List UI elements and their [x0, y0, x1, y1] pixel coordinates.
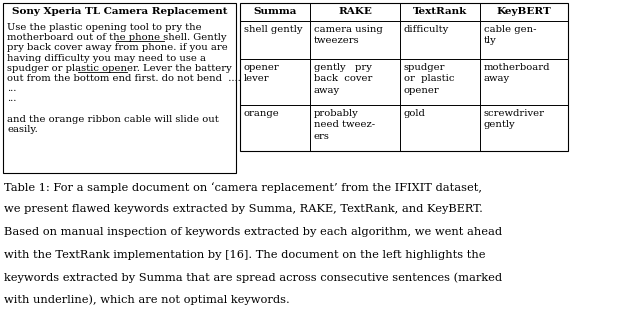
Text: gently   pry
back  cover
away: gently pry back cover away — [314, 63, 372, 95]
Text: we present flawed keywords extracted by Summa, RAKE, TextRank, and KeyBERT.: we present flawed keywords extracted by … — [4, 204, 483, 214]
Text: Use the plastic opening tool to pry the: Use the plastic opening tool to pry the — [7, 23, 202, 32]
Text: keywords extracted by Summa that are spread across consecutive sentences (marked: keywords extracted by Summa that are spr… — [4, 272, 502, 283]
Bar — [3, 3, 236, 173]
Text: with the TextRank implementation by [16]. The document on the left highlights th: with the TextRank implementation by [16]… — [4, 249, 486, 259]
Text: TextRank: TextRank — [413, 7, 467, 16]
Text: KeyBERT: KeyBERT — [497, 7, 552, 16]
Text: spudger or plastic opener. Lever the battery: spudger or plastic opener. Lever the bat… — [7, 64, 232, 73]
Text: spudger
or  plastic
opener: spudger or plastic opener — [404, 63, 454, 95]
Text: and the orange ribbon cable will slide out: and the orange ribbon cable will slide o… — [7, 115, 219, 124]
Text: camera using
tweezers: camera using tweezers — [314, 25, 383, 46]
Text: gold: gold — [404, 109, 426, 118]
Text: motherboard
away: motherboard away — [484, 63, 550, 83]
Text: with underline), which are not optimal keywords.: with underline), which are not optimal k… — [4, 295, 290, 305]
Text: screwdriver
gently: screwdriver gently — [484, 109, 545, 130]
Text: ...: ... — [7, 94, 17, 103]
Text: motherboard out of the phone shell. Gently: motherboard out of the phone shell. Gent… — [7, 33, 227, 42]
Text: ...: ... — [7, 84, 17, 93]
Text: Table 1: For a sample document on ‘camera replacement’ from the IFIXIT dataset,: Table 1: For a sample document on ‘camer… — [4, 182, 482, 193]
Text: Summa: Summa — [253, 7, 297, 16]
Text: Based on manual inspection of keywords extracted by each algorithm, we went ahea: Based on manual inspection of keywords e… — [4, 227, 502, 237]
Text: easily.: easily. — [7, 125, 38, 134]
Text: having difficulty you may need to use a: having difficulty you may need to use a — [7, 54, 206, 63]
Text: cable gen-
tly: cable gen- tly — [484, 25, 536, 46]
Text: out from the bottom end first. do not bend  ....: out from the bottom end first. do not be… — [7, 74, 241, 83]
Text: probably
need tweez-
ers: probably need tweez- ers — [314, 109, 375, 141]
Text: pry back cover away from phone. if you are: pry back cover away from phone. if you a… — [7, 43, 228, 52]
Text: difficulty: difficulty — [404, 25, 449, 34]
Text: Sony Xperia TL Camera Replacement: Sony Xperia TL Camera Replacement — [12, 7, 227, 16]
Text: opener
lever: opener lever — [244, 63, 280, 83]
Text: shell gently: shell gently — [244, 25, 303, 34]
Text: RAKE: RAKE — [338, 7, 372, 16]
Text: orange: orange — [244, 109, 280, 118]
Bar — [240, 3, 568, 151]
